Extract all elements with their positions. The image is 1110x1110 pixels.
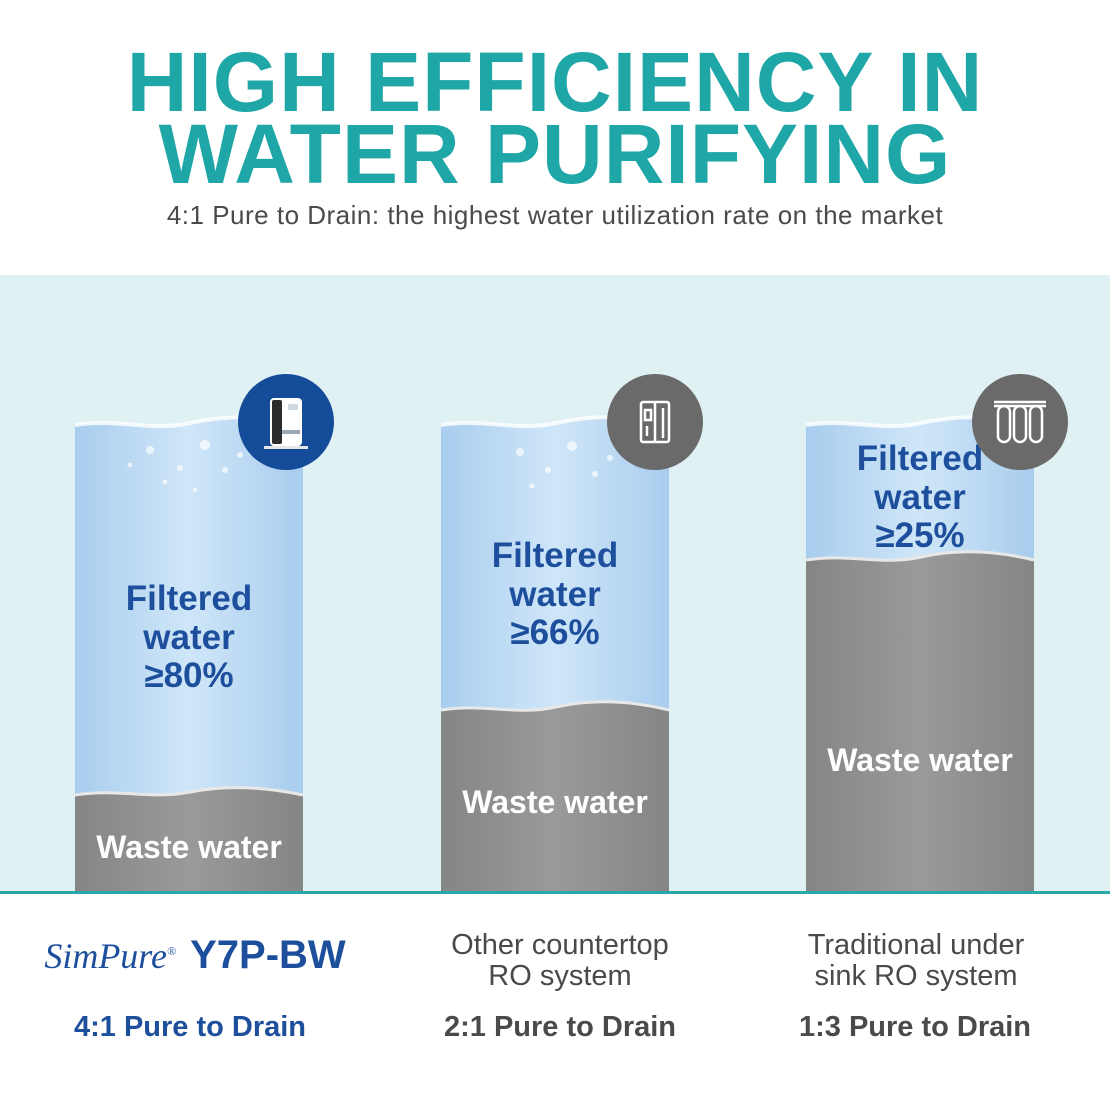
system-name-line: Other countertop [451, 929, 669, 961]
brand-model: SimPure® Y7P-BW [30, 933, 360, 977]
waste-label-col3: Waste water [827, 742, 1013, 778]
ratio-col2: 2:1 Pure to Drain [443, 1011, 677, 1043]
system-name-line: Traditional under [807, 929, 1025, 961]
column-other-countertop [440, 415, 670, 892]
system-name-line: sink RO system [814, 960, 1018, 993]
filtered-word: Filtered [125, 579, 253, 618]
water-word: water [143, 617, 235, 657]
filtered-water-fill [441, 417, 669, 710]
ratio-col1: 4:1 Pure to Drain [73, 1011, 307, 1043]
waste-water-fill [75, 787, 303, 892]
countertop-ro-icon [607, 374, 703, 470]
headline-line-1: HIGH EFFICIENCY IN [126, 35, 984, 129]
system-name-col3: Traditional under sink RO system [760, 929, 1072, 993]
brand-logo-text: SimPure [44, 936, 167, 976]
undersink-filter-icon [972, 374, 1068, 470]
simpure-logo: SimPure® [44, 935, 176, 977]
filtered-word: Filtered [856, 439, 984, 478]
water-dispenser-icon [238, 374, 334, 470]
water-columns-graphic [74, 415, 1035, 892]
filtered-label-col2: Filtered water ≥66% [441, 536, 669, 653]
filtered-percentage: ≥25% [875, 516, 965, 555]
system-name-col2: Other countertop RO system [405, 929, 715, 993]
system-name-line: RO system [488, 960, 632, 993]
headline-line-2: WATER PURIFYING [158, 107, 952, 201]
filtered-word: Filtered [491, 536, 619, 575]
bubbles [516, 441, 613, 489]
filtered-percentage: ≥80% [144, 656, 234, 695]
filtered-label-col1: Filtered water ≥80% [75, 579, 303, 696]
column-traditional-under-sink [805, 415, 1035, 892]
baseline-divider [0, 891, 1110, 894]
waste-label-col2: Waste water [462, 784, 648, 820]
model-name: Y7P-BW [190, 933, 346, 977]
water-word: water [874, 477, 966, 517]
filtered-water-fill [75, 417, 303, 795]
filtered-label-col3: Filtered water ≥25% [806, 439, 1034, 556]
water-word: water [509, 574, 601, 614]
bubbles [127, 440, 243, 492]
footer [0, 894, 1110, 1110]
subtitle: 4:1 Pure to Drain: the highest water uti… [166, 200, 944, 230]
waste-label-col1: Waste water [96, 829, 282, 865]
waste-water-fill [441, 701, 669, 892]
header: HIGH EFFICIENCY IN WATER PURIFYING 4:1 P… [0, 0, 1110, 275]
filtered-water-fill [806, 417, 1034, 560]
ratio-col3: 1:3 Pure to Drain [798, 1011, 1032, 1043]
filtered-percentage: ≥66% [510, 613, 600, 652]
registered-mark: ® [166, 944, 177, 958]
waste-water-fill [806, 551, 1034, 892]
